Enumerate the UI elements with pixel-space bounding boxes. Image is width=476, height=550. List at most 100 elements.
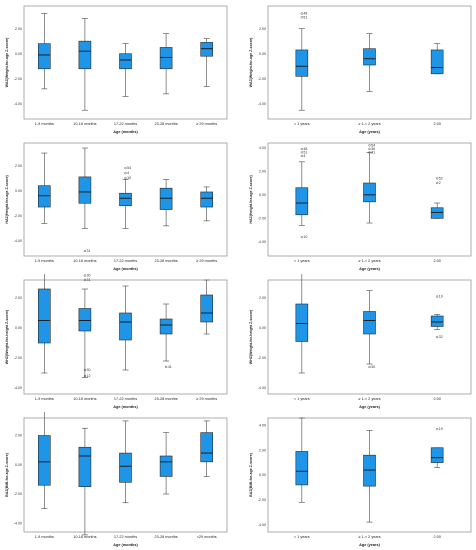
y-axis-label: BAZ(BMI-for-age Z-score) [249,452,253,497]
iqr-box [363,182,376,203]
outlier-point [436,295,439,298]
iqr-box [200,294,213,323]
outlier-point [300,151,303,154]
outlier-label: 30 [371,365,375,369]
outlier-label: 32 [439,335,443,339]
box-group [37,13,51,90]
y-tick-label: 2.00 [15,27,22,31]
x-category-label: < 1 years [294,535,310,539]
y-tick-label: 0.00 [259,473,266,477]
x-category-label: >29 months [197,535,217,539]
x-category-label: 17-22 months [114,122,137,126]
box-plot-svg: 2.00 0.00 -2.00 -4.00 HAZ(Height-for-age Z-s… [5,142,228,271]
x-category-label: ≥ 1-< 2 years [358,535,380,539]
box-group: 41 [159,303,173,369]
outlier-point [124,166,127,170]
iqr-box [78,176,92,204]
box-group [295,417,309,503]
y-tick-label: 0.00 [259,52,266,56]
y-tick-label: 2.00 [259,296,266,300]
box-group [37,412,51,509]
iqr-box [295,49,309,77]
box-group: 31 [78,147,92,253]
outlier-label: 51 [303,150,307,154]
box-group [200,186,213,222]
y-axis-label: WHZ(Weight-for-height Z-score) [249,309,253,364]
box-group [159,33,173,95]
chart-whz-months: 2.00 0.00 -2.00 -4.00 WHZ(Weight-for-height … [0,274,232,412]
box-plot-svg: 2.00 0.00 -2.00 -4.00 WHZ(Weight-for-height … [5,274,228,409]
outlier-point [436,428,439,431]
x-category-label: 17-22 months [114,535,137,539]
y-tick-label: 2.00 [15,164,22,168]
box-group [200,279,213,335]
box-group [119,285,132,371]
chart-baz-months: 2.00 0.00 -2.00 -4.00 BAZ(BMI-for-age Z-scor… [0,412,232,550]
iqr-box [430,207,444,219]
x-category-label: 1-9 months [35,259,54,263]
x-axis-label: Age (years) [359,130,380,134]
box-group [37,274,51,374]
outlier-label: 41 [168,365,172,369]
iqr-box [159,318,173,335]
box-plot-svg: 2.00 0.00 -2.00 -4.00 WHZ(Weight-for-height … [249,274,472,409]
y-tick-label: -2.00 [258,77,266,81]
x-category-label: 17-22 months [114,397,137,401]
outlier-point [368,151,371,154]
x-category-label: 23-28 months [154,122,177,126]
iqr-box [363,311,376,335]
outlier-label: 31 [87,412,91,413]
outlier-label: 12 [87,374,91,378]
y-tick-label: 0.00 [15,52,22,56]
x-category-label: ≥ 1-< 2 years [358,122,380,126]
y-tick-label: 2.00 [259,169,266,173]
x-axis-label: Age (months) [113,130,138,134]
iqr-box [363,454,376,487]
outlier-label: 36 [371,147,375,151]
outlier-point [300,147,303,151]
outlier-label: 31 [87,278,91,282]
chart-whz-years: 2.00 0.00 -2.00 -4.00 WHZ(Weight-for-height … [244,274,476,412]
outlier-point [83,368,87,372]
iqr-box [200,191,213,208]
iqr-box [119,452,132,483]
y-tick-label: 0.00 [15,189,22,193]
outlier-label: 48 [303,12,307,16]
outlier-label: 19 [439,427,443,431]
x-category-label: 10-16 months [73,259,96,263]
outlier-point [83,249,87,253]
y-tick-label: -4.00 [258,386,266,390]
x-category-label: 2.00 [433,259,440,263]
iqr-box [295,187,309,216]
iqr-box [159,187,173,210]
chart-waz-years: 2.00 0.00 -2.00 -4.00 WAZ(Weight-for-age Z-s… [244,0,476,137]
box-plot-svg: 4.00 2.00 0.00 -2.00 -4.00 HAZ(Height-for-age… [249,142,472,271]
x-category-label: < 1 years [294,259,310,263]
y-tick-label: -4.00 [14,386,22,390]
box-group [200,420,213,477]
y-tick-label: -2.00 [14,492,22,496]
iqr-box [37,435,51,486]
y-tick-label: -2.00 [258,498,266,502]
box-group: 30 [363,290,376,369]
iqr-box [37,43,51,70]
box-plot-svg: 2.00 0.00 -2.00 -4.00 BAZ(BMI-for-age Z-scor… [5,412,228,547]
iqr-box [200,432,213,463]
iqr-box [430,49,444,75]
outlier-label: 31 [87,249,91,253]
y-tick-label: -4.00 [258,102,266,106]
y-tick-label: -4.00 [258,523,266,527]
x-category-label: 23-28 months [154,259,177,263]
outlier-label: 4 [303,154,305,158]
y-tick-label: -2.00 [14,214,22,218]
y-axis-label: WHZ(Weight-for-height Z-score) [5,309,9,364]
box-group [119,420,132,504]
iqr-box [430,315,444,327]
box-group [295,274,309,374]
iqr-box [78,446,92,487]
outlier-point [164,365,168,369]
